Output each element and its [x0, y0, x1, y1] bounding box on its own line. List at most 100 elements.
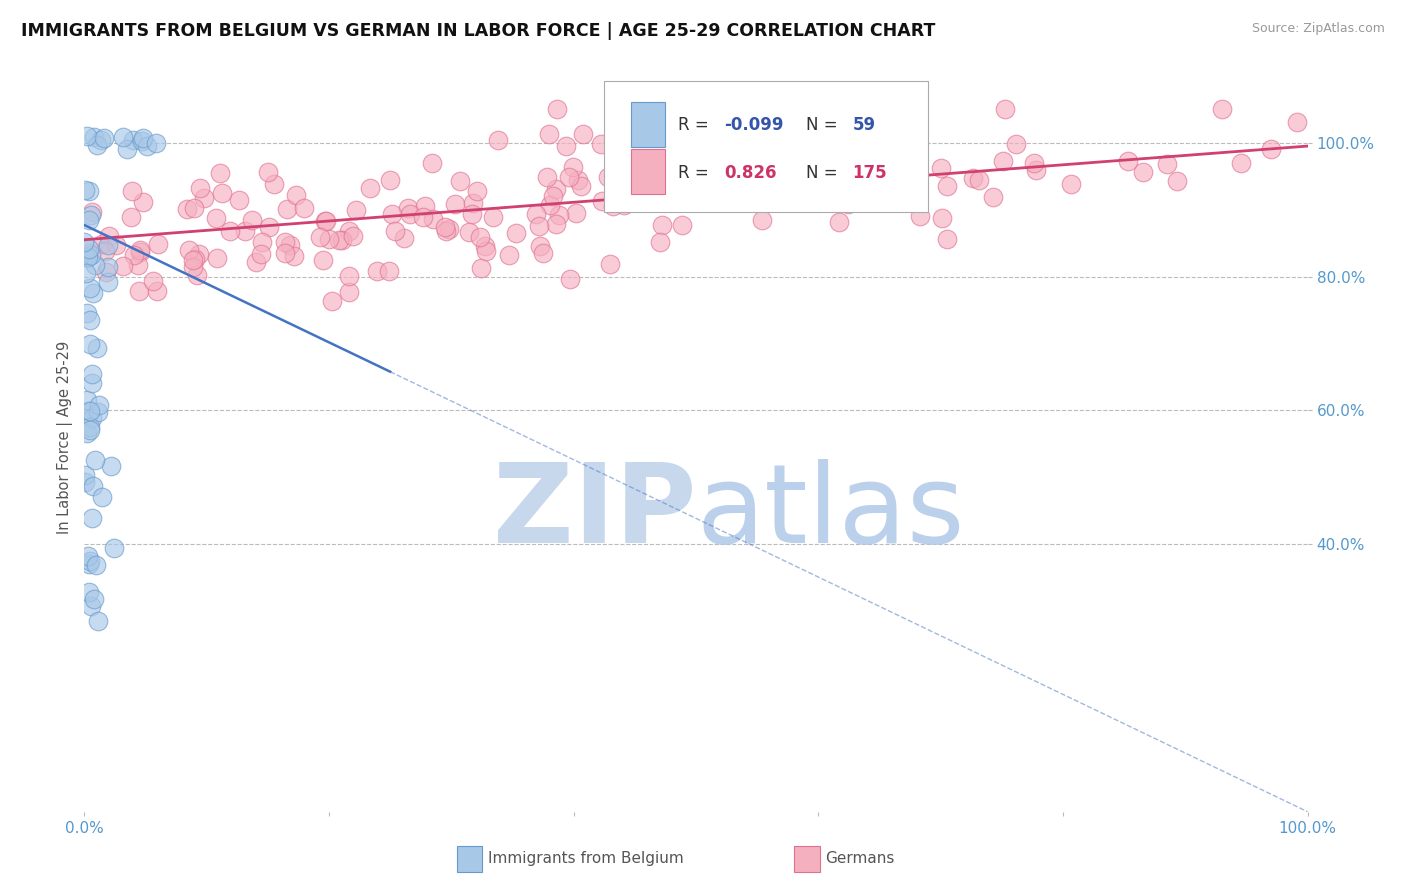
Point [536, 169, 558, 184]
Point [121, 184, 143, 198]
Point [546, 103, 568, 117]
Point [111, 259, 134, 273]
Point [96, 238, 118, 252]
Point [129, 244, 152, 259]
Point [315, 213, 337, 227]
Point [80, 599, 103, 613]
Point [82, 286, 104, 301]
Point [747, 180, 769, 194]
Point [86, 614, 108, 628]
Point [77, 585, 100, 599]
Point [86, 558, 108, 573]
Point [339, 224, 361, 238]
Point [658, 133, 681, 147]
Point [564, 206, 586, 220]
Point [769, 186, 792, 201]
Point [1060, 177, 1083, 191]
Point [145, 284, 167, 298]
FancyBboxPatch shape [605, 81, 928, 212]
Point [463, 195, 485, 210]
Point [1211, 102, 1233, 116]
Point [828, 215, 851, 229]
Point [76, 306, 98, 320]
Point [651, 218, 673, 232]
FancyBboxPatch shape [631, 149, 665, 194]
Point [142, 274, 165, 288]
Point [714, 185, 737, 199]
Point [640, 174, 662, 188]
Point [723, 173, 745, 187]
Point [103, 541, 125, 555]
Point [257, 164, 280, 178]
Point [136, 139, 159, 153]
Point [1132, 165, 1154, 179]
Point [309, 230, 332, 244]
Point [146, 236, 169, 251]
Point [73, 475, 96, 489]
Text: atlas: atlas [696, 458, 965, 566]
Point [470, 261, 492, 276]
Point [80, 204, 103, 219]
Point [75, 183, 97, 197]
Point [76, 549, 98, 564]
Point [399, 207, 422, 221]
Text: 59: 59 [852, 116, 876, 134]
Point [380, 173, 402, 187]
Point [204, 211, 226, 226]
Point [344, 202, 367, 217]
Point [555, 138, 578, 153]
Point [97, 228, 120, 243]
Point [931, 211, 953, 226]
Point [96, 265, 118, 279]
Point [176, 202, 198, 216]
Point [845, 162, 868, 177]
Point [77, 184, 100, 198]
Point [97, 260, 120, 274]
Point [558, 170, 581, 185]
Point [412, 210, 434, 224]
Point [115, 142, 138, 156]
Point [80, 248, 103, 262]
Point [1230, 155, 1253, 169]
Point [339, 268, 361, 283]
Point [274, 245, 297, 260]
Point [669, 134, 692, 148]
Point [860, 193, 883, 207]
Point [837, 197, 859, 211]
Point [482, 211, 505, 225]
Text: N =: N = [806, 164, 844, 182]
Point [904, 143, 927, 157]
Point [328, 233, 350, 247]
Point [79, 336, 101, 351]
Point [908, 209, 931, 223]
Text: -0.099: -0.099 [724, 116, 783, 134]
Point [131, 135, 153, 149]
Point [875, 145, 897, 159]
Text: ZIP: ZIP [492, 458, 696, 566]
Point [82, 479, 104, 493]
Point [381, 206, 404, 220]
Point [599, 257, 621, 271]
Point [620, 180, 643, 194]
Text: Source: ZipAtlas.com: Source: ZipAtlas.com [1251, 22, 1385, 36]
Point [283, 249, 305, 263]
Point [457, 225, 479, 239]
Point [589, 137, 612, 152]
Point [531, 246, 554, 260]
Point [124, 248, 146, 262]
Text: N =: N = [806, 116, 844, 134]
Point [120, 210, 142, 224]
Point [83, 452, 105, 467]
Point [76, 129, 98, 144]
Point [851, 163, 873, 178]
Point [538, 197, 561, 211]
Point [318, 232, 340, 246]
Point [544, 182, 567, 196]
Point [422, 212, 444, 227]
Point [76, 403, 98, 417]
Point [321, 293, 343, 308]
Point [211, 186, 233, 200]
Point [90, 133, 112, 147]
Point [183, 201, 205, 215]
Point [967, 173, 990, 187]
